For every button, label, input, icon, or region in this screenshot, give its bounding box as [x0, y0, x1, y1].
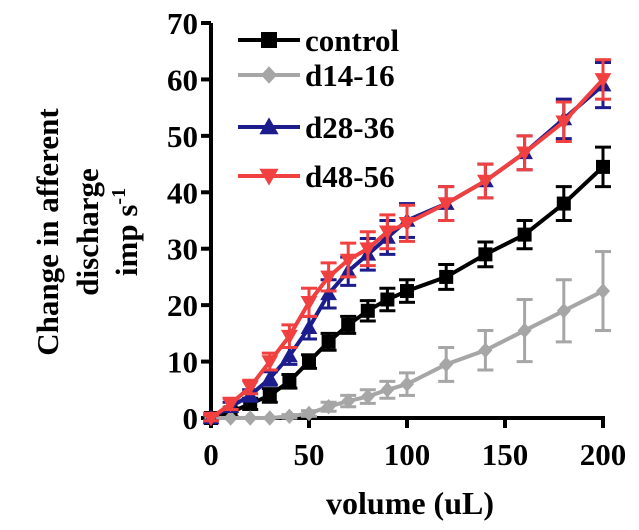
data-point: [517, 322, 532, 339]
legend-marker: [259, 168, 279, 186]
data-point: [478, 342, 493, 358]
data-point: [321, 399, 336, 415]
legend-marker: [261, 66, 277, 84]
legend-item-d48-56: d48-56: [238, 159, 395, 194]
y-axis-unit-exponent: -1: [108, 188, 130, 205]
x-tick-label: 150: [482, 437, 529, 472]
legend-label: d48-56: [305, 159, 395, 194]
y-tick-label: 30: [167, 232, 198, 267]
legend-item-d28-36: d28-36: [238, 110, 395, 145]
x-tick-label: 100: [384, 437, 431, 472]
y-axis-label: Change in afferent discharge imp s-1: [30, 108, 144, 356]
data-point: [439, 356, 454, 373]
legend-marker: [261, 32, 277, 48]
data-point: [262, 388, 277, 403]
series-line: [210, 165, 605, 420]
data-point: [262, 410, 277, 426]
y-axis-label-line3: imp s-1: [108, 188, 144, 276]
data-point: [202, 411, 220, 427]
legend-label: d28-36: [305, 110, 395, 145]
legend-label: d14-16: [305, 58, 395, 93]
y-tick-label: 40: [167, 175, 198, 210]
data-point: [596, 159, 610, 174]
data-point: [241, 380, 259, 396]
data-point: [478, 247, 493, 262]
data-point: [341, 317, 356, 332]
y-tick-label: 70: [167, 6, 198, 41]
data-point: [261, 370, 279, 385]
y-axis-label-line2: discharge: [70, 168, 105, 295]
data-point: [281, 347, 298, 363]
x-tick-label: 200: [580, 437, 627, 472]
data-point: [380, 292, 395, 307]
x-axis-label: volume (uL): [326, 485, 494, 521]
y-axis-label-line1: Change in afferent: [30, 108, 65, 356]
legend-item-d14-16: d14-16: [238, 58, 395, 93]
series-layer: [202, 58, 612, 427]
data-point: [320, 285, 337, 301]
series-d14-16: [204, 250, 611, 426]
data-point: [400, 284, 414, 299]
data-point: [379, 225, 396, 241]
axes: 0 10 20 30 40 50 60 70 0 50 100 150 200: [167, 6, 626, 472]
y-tick-label: 10: [167, 345, 198, 380]
data-point: [555, 115, 573, 131]
y-axis-unit: imp s: [109, 205, 144, 277]
data-point: [517, 227, 532, 242]
data-point: [223, 410, 238, 426]
data-point: [282, 408, 297, 425]
data-point: [341, 393, 356, 409]
data-point: [320, 270, 337, 286]
data-point: [556, 196, 571, 211]
data-point: [282, 374, 297, 389]
data-point: [400, 376, 414, 392]
legend-item-control: control: [238, 23, 400, 58]
data-point: [477, 174, 494, 190]
y-tick-label: 50: [167, 119, 198, 154]
series-line: [211, 289, 604, 420]
data-point: [243, 410, 258, 426]
data-point: [437, 197, 455, 212]
data-point: [380, 382, 395, 398]
data-point: [339, 253, 357, 269]
data-point: [398, 217, 416, 232]
series-line: [209, 78, 605, 420]
data-point: [360, 303, 375, 318]
data-point: [222, 397, 239, 413]
legend-label: control: [305, 23, 400, 58]
data-point: [261, 355, 279, 370]
data-point: [516, 146, 533, 162]
y-tick-label: 60: [167, 62, 198, 97]
x-tick-label: 0: [203, 437, 219, 472]
data-point: [300, 319, 318, 335]
legend-marker: [259, 117, 279, 135]
series-d48-56: [202, 58, 612, 427]
x-tick-label: 50: [294, 437, 325, 472]
data-point: [302, 354, 316, 369]
data-point: [596, 283, 610, 299]
y-tick-label: 0: [183, 401, 199, 436]
y-tick-label: 20: [167, 288, 198, 323]
data-point: [439, 269, 454, 284]
data-point: [321, 334, 336, 349]
data-point: [359, 242, 377, 258]
data-point: [556, 303, 571, 319]
data-point: [594, 73, 612, 88]
data-point: [281, 329, 298, 345]
data-point: [360, 388, 375, 405]
data-point: [300, 296, 318, 311]
data-point: [302, 405, 316, 422]
